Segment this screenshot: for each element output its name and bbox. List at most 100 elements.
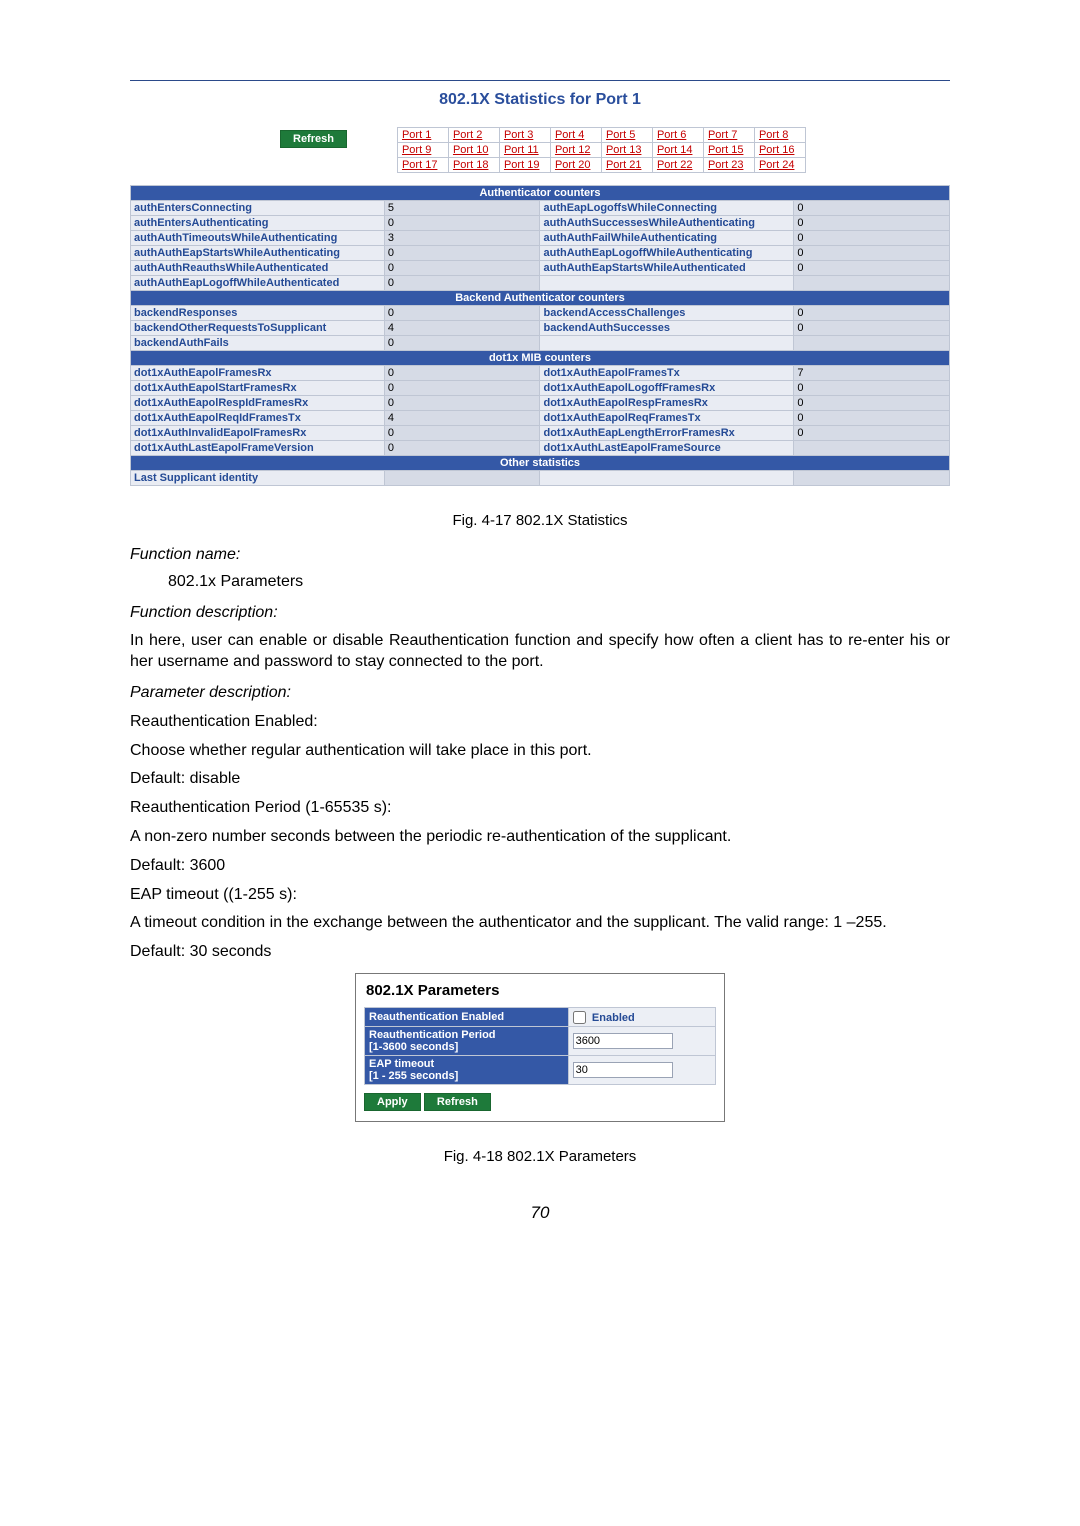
counter-value: 0 (384, 441, 540, 456)
counter-label: dot1xAuthLastEapolFrameVersion (131, 441, 385, 456)
rule-line (130, 80, 950, 81)
counter-value (794, 276, 950, 291)
counter-label: dot1xAuthInvalidEapolFramesRx (131, 426, 385, 441)
counter-value: 0 (384, 216, 540, 231)
reauth-period-input[interactable] (573, 1033, 673, 1049)
counter-value: 0 (794, 321, 950, 336)
counter-label: authAuthReauthsWhileAuthenticated (131, 261, 385, 276)
section-header: Other statistics (131, 456, 950, 471)
counter-value: 0 (794, 231, 950, 246)
port-link[interactable]: Port 4 (550, 128, 601, 143)
port-link[interactable]: Port 11 (499, 143, 550, 158)
counter-label: authAuthFailWhileAuthenticating (540, 231, 794, 246)
counter-value: 7 (794, 366, 950, 381)
counter-value: 0 (794, 306, 950, 321)
counter-label: dot1xAuthEapolFramesRx (131, 366, 385, 381)
reauth-enabled-checkbox-label: Enabled (592, 1012, 635, 1024)
function-name-value: 802.1x Parameters (168, 572, 950, 593)
counters-table: Authenticator countersauthEntersConnecti… (130, 185, 950, 486)
counter-value: 5 (384, 201, 540, 216)
counter-value: 0 (794, 411, 950, 426)
param1-line2: Default: disable (130, 769, 950, 790)
counter-value: 4 (384, 321, 540, 336)
section-header: Authenticator counters (131, 186, 950, 201)
port-link[interactable]: Port 3 (499, 128, 550, 143)
refresh-button-params[interactable]: Refresh (424, 1093, 491, 1111)
counter-value: 0 (794, 216, 950, 231)
counter-value: 0 (384, 276, 540, 291)
counter-label: authAuthEapLogoffWhileAuthenticated (131, 276, 385, 291)
counter-label: dot1xAuthEapolReqFramesTx (540, 411, 794, 426)
param-desc-label: Parameter description: (130, 683, 950, 704)
parameters-title: 802.1X Parameters (366, 982, 716, 999)
counter-label (540, 276, 794, 291)
port-link[interactable]: Port 2 (448, 128, 499, 143)
port-link[interactable]: Port 13 (601, 143, 652, 158)
counter-value (794, 471, 950, 486)
port-link[interactable]: Port 20 (550, 158, 601, 173)
counter-value: 0 (794, 261, 950, 276)
counter-label: backendAuthSuccesses (540, 321, 794, 336)
refresh-button[interactable]: Refresh (280, 130, 347, 148)
port-link[interactable]: Port 16 (754, 143, 805, 158)
param1-line1: Choose whether regular authentication wi… (130, 741, 950, 762)
port-link[interactable]: Port 8 (754, 128, 805, 143)
port-link[interactable]: Port 12 (550, 143, 601, 158)
counter-value: 0 (384, 306, 540, 321)
port-link[interactable]: Port 23 (703, 158, 754, 173)
param2-line2: Default: 3600 (130, 856, 950, 877)
counter-value: 3 (384, 231, 540, 246)
port-link[interactable]: Port 24 (754, 158, 805, 173)
counter-label: authEntersConnecting (131, 201, 385, 216)
counter-label: authEntersAuthenticating (131, 216, 385, 231)
counter-value (384, 471, 540, 486)
counter-label: authEapLogoffsWhileConnecting (540, 201, 794, 216)
param2-head: Reauthentication Period (1-65535 s): (130, 798, 950, 819)
counter-label (540, 471, 794, 486)
port-link[interactable]: Port 17 (397, 158, 448, 173)
counter-value: 0 (384, 426, 540, 441)
port-link[interactable]: Port 6 (652, 128, 703, 143)
port-link[interactable]: Port 5 (601, 128, 652, 143)
counter-value: 0 (794, 246, 950, 261)
port-link[interactable]: Port 9 (397, 143, 448, 158)
function-desc-text: In here, user can enable or disable Reau… (130, 631, 950, 673)
counter-label: Last Supplicant identity (131, 471, 385, 486)
counter-label: authAuthSuccessesWhileAuthenticating (540, 216, 794, 231)
counter-value: 0 (384, 246, 540, 261)
apply-button[interactable]: Apply (364, 1093, 421, 1111)
eap-timeout-input[interactable] (573, 1062, 673, 1078)
prose-body: Function name: 802.1x Parameters Functio… (130, 545, 950, 963)
counter-label: dot1xAuthLastEapolFrameSource (540, 441, 794, 456)
counter-value (794, 441, 950, 456)
counter-value: 0 (384, 396, 540, 411)
counter-value: 4 (384, 411, 540, 426)
counter-value: 0 (384, 261, 540, 276)
port-link[interactable]: Port 10 (448, 143, 499, 158)
port-link[interactable]: Port 14 (652, 143, 703, 158)
counter-value: 0 (384, 336, 540, 351)
port-link[interactable]: Port 19 (499, 158, 550, 173)
port-link[interactable]: Port 1 (397, 128, 448, 143)
counter-label: dot1xAuthEapolLogoffFramesRx (540, 381, 794, 396)
counter-value: 0 (794, 381, 950, 396)
param3-head: EAP timeout ((1-255 s): (130, 885, 950, 906)
port-links-table: Port 1Port 2Port 3Port 4Port 5Port 6Port… (397, 127, 806, 173)
counter-value (794, 336, 950, 351)
counter-label: authAuthTimeoutsWhileAuthenticating (131, 231, 385, 246)
page-root: 802.1X Statistics for Port 1 Refresh Por… (0, 0, 1080, 1273)
port-link[interactable]: Port 21 (601, 158, 652, 173)
stats-top-bar: Refresh Port 1Port 2Port 3Port 4Port 5Po… (130, 127, 950, 173)
stats-title: 802.1X Statistics for Port 1 (130, 91, 950, 109)
param-label-reauth-enabled: Reauthentication Enabled (365, 1007, 569, 1026)
port-link[interactable]: Port 15 (703, 143, 754, 158)
function-name-label: Function name: (130, 545, 950, 566)
port-link[interactable]: Port 7 (703, 128, 754, 143)
param3-line2: Default: 30 seconds (130, 942, 950, 963)
port-link[interactable]: Port 18 (448, 158, 499, 173)
page-number: 70 (130, 1203, 950, 1223)
param1-head: Reauthentication Enabled: (130, 712, 950, 733)
port-link[interactable]: Port 22 (652, 158, 703, 173)
reauth-enabled-checkbox[interactable] (573, 1011, 586, 1024)
counter-label: authAuthEapLogoffWhileAuthenticating (540, 246, 794, 261)
